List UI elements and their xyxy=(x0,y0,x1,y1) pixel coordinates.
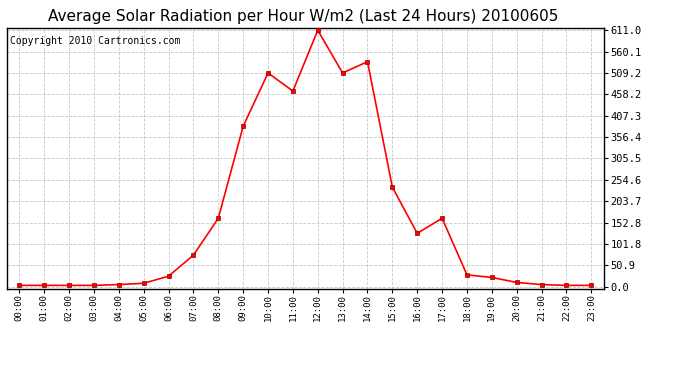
Text: Average Solar Radiation per Hour W/m2 (Last 24 Hours) 20100605: Average Solar Radiation per Hour W/m2 (L… xyxy=(48,9,559,24)
Text: Copyright 2010 Cartronics.com: Copyright 2010 Cartronics.com xyxy=(10,36,180,46)
